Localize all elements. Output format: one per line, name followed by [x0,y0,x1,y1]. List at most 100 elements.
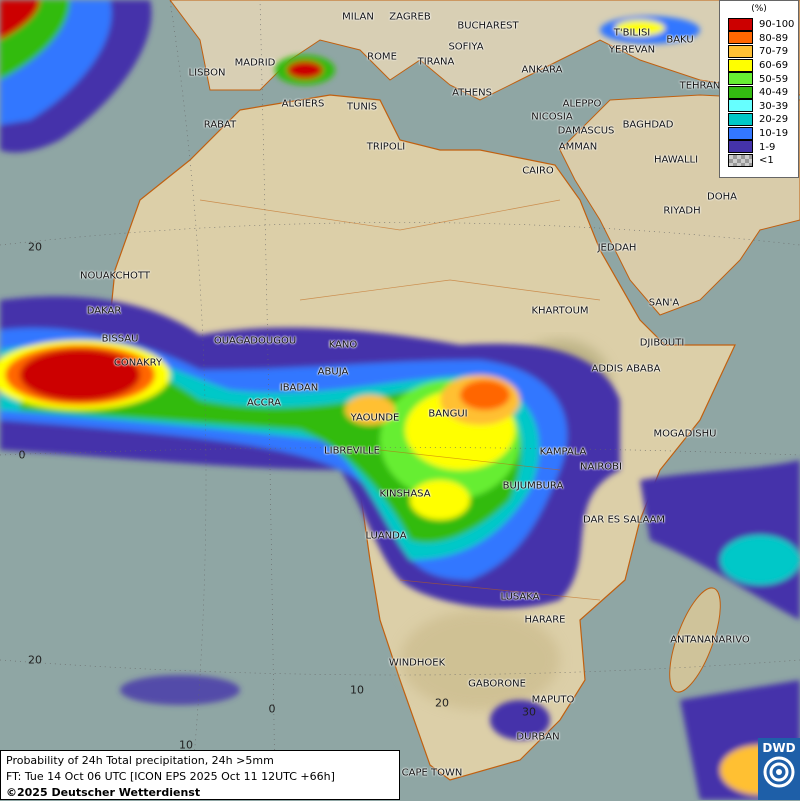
dwd-swirl-icon [763,756,795,788]
city-label: IBADAN [279,382,319,394]
legend-label: 90-100 [759,19,795,31]
grid-label: 0 [18,448,26,462]
grid-label: 20 [435,696,449,710]
city-label: OUAGADOUGOU [213,335,297,347]
grid-label: 0 [268,702,276,716]
legend-label: 1-9 [759,141,776,153]
city-label: YEREVAN [608,44,656,56]
map-caption: Probability of 24h Total precipitation, … [0,750,400,800]
legend-label: 60-69 [759,60,789,72]
city-label: MOGADISHU [653,428,717,440]
city-label: LIBREVILLE [324,445,380,457]
legend-swatch [728,99,753,113]
city-label: LUSAKA [500,591,540,603]
legend-swatch [728,153,753,167]
legend-label: <1 [759,155,774,167]
city-label: ACCRA [246,397,282,409]
city-label: TUNIS [346,101,378,113]
city-label: KANO [328,339,358,351]
dwd-logo: DWD [758,738,800,800]
city-label: BANGUI [428,408,468,420]
city-label: HAWALLI [653,154,699,166]
legend-label: 30-39 [759,100,789,112]
grid-label: 20 [28,240,42,254]
legend-item: 30-39 [728,99,798,114]
city-label: ABUJA [317,366,349,378]
logo-text: DWD [762,741,796,755]
grid-label: 20 [28,653,42,667]
city-label: DAKAR [86,305,122,317]
city-label: ADDIS ABABA [591,363,661,375]
map-title: Probability of 24h Total precipitation, … [6,754,274,767]
city-label: NOUAKCHOTT [80,270,150,282]
city-label: BAGHDAD [622,119,674,131]
legend-item: 1-9 [728,140,798,154]
madagascar-land [669,587,721,693]
city-label: AMMAN [558,141,598,153]
city-label: ANKARA [521,64,563,76]
city-label: CAPE TOWN [401,767,463,779]
city-label: SAN'A [648,297,680,309]
legend-label: 70-79 [759,46,789,58]
city-label: NICOSIA [531,111,573,123]
city-label: NAIROBI [580,461,622,473]
legend-swatch [728,140,753,154]
legend-label: 40-49 [759,87,789,99]
city-label: KINSHASA [379,488,431,500]
legend-item: 20-29 [728,112,798,127]
legend-swatch [728,112,753,126]
legend-item: 70-79 [728,44,798,59]
legend-item: 50-59 [728,72,798,86]
legend-swatch [728,126,753,140]
legend-label: 80-89 [759,32,789,44]
city-label: ZAGREB [389,11,431,23]
city-label: YAOUNDE [350,412,400,424]
legend-item: 10-19 [728,126,798,141]
city-label: ATHENS [452,87,492,99]
city-label: BAKU [666,34,694,46]
city-label: GABORONE [468,678,526,690]
city-label: ALEPPO [562,98,602,110]
city-label: ALGIERS [281,98,325,110]
city-label: HARARE [524,614,566,626]
legend: (%) 90-100 80-89 70-79 60-69 50-59 40-49 30-39… [719,0,799,178]
city-label: BUJUMBURA [502,480,564,492]
legend-item: <1 [728,153,798,168]
legend-swatch [728,72,753,86]
legend-label: 20-29 [759,114,789,126]
city-label: TEHRAN [679,80,721,92]
city-label: KHARTOUM [531,305,589,317]
legend-swatch [728,31,753,45]
legend-swatch [728,85,753,99]
city-label: KAMPALA [539,446,587,458]
city-label: T'BILISI [613,27,651,39]
city-label: BISSAU [101,333,139,345]
city-label: JEDDAH [597,242,637,254]
city-label: LUANDA [365,530,407,542]
legend-label: 50-59 [759,73,789,85]
copyright: ©2025 Deutscher Wetterdienst [6,786,201,799]
city-label: MILAN [342,11,374,23]
city-label: DOHA [707,191,737,203]
city-label: DJIBOUTI [639,337,685,349]
city-label: RIYADH [663,205,701,217]
city-label: MADRID [234,57,276,69]
legend-item: 90-100 [728,17,798,32]
city-label: CONAKRY [113,357,163,369]
city-label: LISBON [188,67,226,79]
city-label: ANTANANARIVO [670,634,750,646]
forecast-time: FT: Tue 14 Oct 06 UTC [ICON EPS 2025 Oct… [6,770,335,783]
grid-label: 30 [522,705,536,719]
legend-swatch [728,58,753,72]
city-label: TIRANA [417,56,455,68]
grid-label: 10 [179,738,193,752]
city-label: DAR ES SALAAM [582,514,666,526]
legend-item: 60-69 [728,58,798,73]
city-label: CAIRO [522,165,554,177]
city-label: TRIPOLI [366,141,406,153]
city-label: DAMASCUS [557,125,615,137]
legend-swatch [728,44,753,58]
legend-unit: (%) [751,4,767,14]
city-label: SOFIYA [448,41,484,53]
